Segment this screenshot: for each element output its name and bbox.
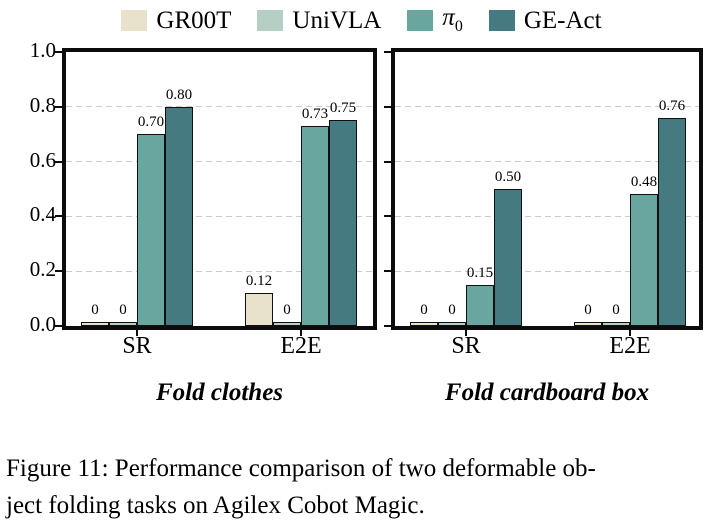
gridline: [66, 270, 373, 272]
y-axis-tick: [384, 325, 391, 327]
bar-value-label: 0.50: [494, 169, 522, 186]
bar-value-label: 0: [612, 302, 620, 319]
y-axis-tick: [384, 105, 391, 108]
bar-value-label: 0.15: [466, 265, 494, 282]
y-axis-tick: [55, 51, 62, 53]
gridline: [395, 215, 699, 217]
gridline: [66, 106, 373, 108]
bar: [301, 126, 329, 326]
caption-line-2: ject folding tasks on Agilex Cobot Magic…: [6, 492, 425, 519]
legend-label-text: π: [442, 4, 455, 31]
y-axis-tick: [384, 160, 391, 163]
y-axis-tick-label: 0.4: [29, 202, 56, 227]
bar-value-label: 0: [420, 302, 428, 319]
y-axis-tick-label: 0.8: [29, 92, 56, 117]
bar: [137, 134, 165, 326]
legend-swatch-icon: [407, 9, 434, 31]
bar-value-label: 0: [448, 302, 456, 319]
x-axis-category-label: SR: [122, 333, 152, 359]
subplot-title: Fold clothes: [155, 379, 284, 406]
bar: [245, 293, 273, 326]
legend-swatch-icon: [257, 9, 284, 31]
bar: [630, 194, 658, 326]
legend-label-subscript: 0: [454, 18, 463, 35]
caption-line-1: Figure 11: Performance comparison of two…: [6, 455, 596, 482]
chart-legend: GR00T UniVLA π0 GE-Act: [0, 0, 723, 40]
legend-label: GR00T: [156, 8, 231, 33]
bar: [658, 118, 686, 326]
legend-item: GR00T: [121, 8, 231, 33]
bar-value-label: 0: [119, 302, 127, 319]
y-axis-tick: [384, 51, 391, 53]
bar: [602, 322, 630, 326]
y-axis-tick-label: 1.0: [29, 38, 56, 62]
bar: [410, 322, 438, 326]
bar-value-label: 0.12: [245, 273, 273, 290]
y-axis-tick: [384, 270, 391, 273]
plot-frame: 0 0 0.15 0.50 0 0 0.48 0.76: [384, 48, 703, 336]
gridline: [66, 215, 373, 217]
bar-value-label: 0.76: [658, 98, 686, 115]
bar: [466, 285, 494, 326]
legend-label: GE-Act: [524, 8, 602, 33]
y-axis-tick: [55, 160, 62, 163]
y-axis-tick: [384, 215, 391, 218]
x-axis-tick: [136, 330, 138, 336]
bar: [273, 322, 301, 326]
bar: [165, 107, 193, 326]
legend-label-text: GR00T: [156, 6, 232, 34]
gridline: [395, 106, 699, 108]
legend-label: π0: [442, 5, 463, 35]
plot-frame: 0 0 0.70 0.80 0.12 0 0.73 0.75: [55, 48, 377, 336]
gridline: [395, 270, 699, 272]
y-axis-tick: [55, 215, 62, 218]
bar-value-label: 0: [283, 302, 291, 319]
bar-value-label: 0: [91, 302, 99, 319]
bar-value-label: 0.73: [301, 106, 329, 123]
bar: [81, 322, 109, 326]
y-axis-tick: [55, 270, 62, 273]
legend-swatch-icon: [121, 9, 148, 31]
legend-item: UniVLA: [257, 8, 381, 33]
x-axis-category-label: SR: [451, 333, 481, 359]
subplot-title: Fold cardboard box: [444, 379, 650, 406]
x-axis-tick: [465, 330, 467, 336]
x-axis-tick: [629, 330, 631, 336]
bar: [574, 322, 602, 326]
figure-caption: Figure 11: Performance comparison of two…: [6, 450, 721, 524]
bar: [438, 322, 466, 326]
legend-item: GE-Act: [488, 8, 602, 33]
bar-value-label: 0.70: [137, 114, 165, 131]
gridline: [66, 161, 373, 163]
bar-value-label: 0: [584, 302, 592, 319]
y-axis-tick-label: 0.6: [29, 147, 56, 172]
bar-value-label: 0.75: [329, 100, 357, 117]
x-axis-category-label: E2E: [609, 333, 651, 359]
x-axis-category-label: E2E: [280, 333, 322, 359]
legend-swatch-icon: [488, 9, 515, 31]
bar: [109, 322, 137, 326]
y-axis-tick-label: 0.2: [29, 257, 56, 282]
legend-item: π0: [407, 5, 463, 35]
gridline: [395, 161, 699, 163]
y-axis-tick: [55, 325, 62, 327]
y-axis-tick-label: 0.0: [29, 312, 56, 336]
legend-label-text: UniVLA: [292, 6, 382, 34]
x-axis-tick: [300, 330, 302, 336]
y-axis-tick: [55, 105, 62, 108]
bar-value-label: 0.80: [165, 87, 193, 104]
legend-label: UniVLA: [292, 8, 381, 33]
bar-value-label: 0.48: [630, 174, 658, 191]
legend-label-text: GE-Act: [523, 6, 602, 34]
bar: [494, 189, 522, 326]
bar: [329, 120, 357, 326]
